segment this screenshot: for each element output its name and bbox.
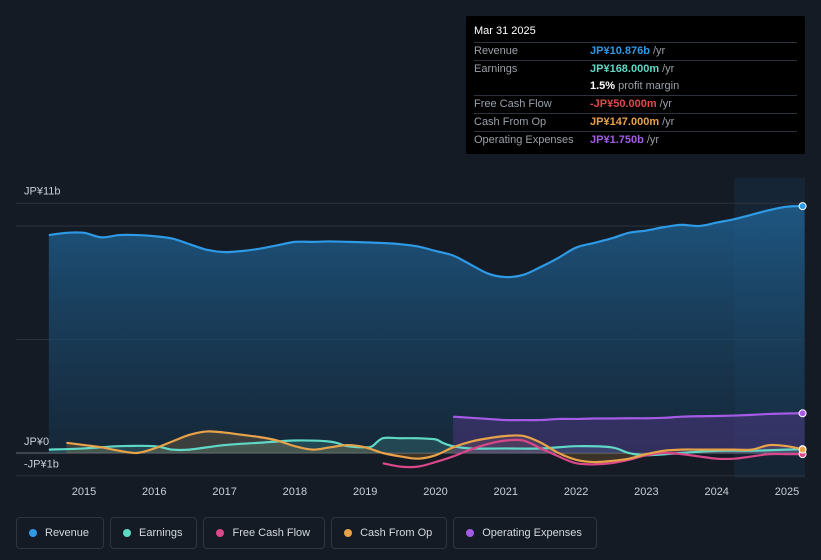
tooltip-row-revenue: Revenue JP¥10.876b /yr: [474, 43, 797, 61]
tooltip-label: [474, 78, 590, 95]
operating-expenses-line: [453, 412, 805, 422]
revenue-dot-icon: [29, 529, 37, 537]
legend-item-cash-from-op[interactable]: Cash From Op: [331, 517, 448, 549]
revenue-area: [48, 206, 805, 453]
x-tick-label: 2022: [564, 486, 588, 498]
legend-item-earnings[interactable]: Earnings: [110, 517, 198, 549]
series-lines: [48, 202, 807, 469]
y-tick-label: JP¥11b: [24, 185, 61, 197]
tooltip-unit: profit margin: [618, 80, 680, 92]
x-tick-label: 2017: [212, 486, 236, 498]
x-tick-label: 2025: [775, 486, 799, 498]
tooltip-unit: /yr: [659, 98, 672, 110]
legend-label: Revenue: [45, 527, 90, 539]
cash-from-op-line: [66, 430, 805, 464]
tooltip-label: Cash From Op: [474, 116, 547, 128]
tooltip-value: JP¥168.000m: [590, 63, 660, 75]
operating-expenses-dot-icon: [466, 529, 475, 537]
x-tick-label: 2016: [142, 486, 166, 498]
series-fills: [48, 206, 805, 463]
tooltip-row-free-cash-flow: Free Cash Flow -JP¥50.000m /yr: [474, 96, 797, 114]
free-cash-flow-line: [382, 438, 805, 469]
tooltip-value: JP¥147.000m: [590, 116, 660, 128]
cash-from-op-area: [66, 431, 805, 463]
operating-expenses-end-point: [798, 409, 807, 418]
x-tick-label: 2019: [353, 486, 377, 498]
tooltip-unit: /yr: [662, 63, 675, 75]
x-tick-label: 2018: [283, 486, 307, 498]
tooltip-unit: /yr: [646, 134, 660, 146]
tooltip-label: Free Cash Flow: [474, 98, 552, 110]
tooltip-date: Mar 31 2025: [474, 24, 797, 43]
legend-label: Cash From Op: [360, 527, 433, 539]
y-tick-label: JP¥0: [24, 436, 49, 448]
earnings-area: [48, 437, 805, 456]
x-tick-label: 2020: [423, 486, 447, 498]
y-tick-label: -JP¥1b: [24, 459, 59, 471]
tooltip-row-cash-from-op: Cash From Op JP¥147.000m /yr: [474, 114, 797, 132]
free-cash-flow-dot-icon: [216, 529, 225, 537]
chart-legend: Revenue Earnings Free Cash Flow Cash Fro…: [16, 517, 597, 549]
tooltip-value: 1.5%: [590, 80, 616, 92]
cash-from-op-end-point: [798, 445, 807, 454]
legend-item-free-cash-flow[interactable]: Free Cash Flow: [203, 517, 326, 549]
x-tick-label: 2021: [494, 486, 518, 498]
legend-label: Operating Expenses: [482, 527, 582, 539]
tooltip-label: Operating Expenses: [474, 134, 574, 146]
legend-item-operating-expenses[interactable]: Operating Expenses: [453, 517, 597, 549]
revenue-end-point: [798, 202, 807, 211]
tooltip-label: Revenue: [474, 45, 519, 57]
earnings-dot-icon: [123, 529, 132, 537]
axis-ticks: JP¥11b JP¥0 -JP¥1b 2015 2016 2017 2018 2019 2020…: [24, 185, 799, 498]
x-tick-label: 2024: [704, 486, 728, 498]
tooltip-row-operating-expenses: Operating Expenses JP¥1.750b /yr: [474, 132, 797, 149]
tooltip-value: JP¥1.750b: [590, 134, 644, 146]
tooltip-unit: /yr: [652, 45, 666, 57]
data-tooltip: Mar 31 2025 Revenue JP¥10.876b /yr Earni…: [466, 16, 805, 154]
tooltip-unit: /yr: [662, 116, 675, 128]
legend-label: Free Cash Flow: [232, 527, 311, 539]
x-tick-label: 2023: [634, 486, 658, 498]
tooltip-row-profit-margin: 1.5% profit margin: [474, 78, 797, 96]
legend-item-revenue[interactable]: Revenue: [16, 517, 105, 549]
tooltip-value: JP¥10.876b: [590, 45, 650, 57]
chart-area: JP¥11b JP¥0 -JP¥1b 2015 2016 2017 2018 2019 2020…: [16, 178, 807, 498]
tooltip-value: -JP¥50.000m: [590, 98, 657, 110]
legend-label: Earnings: [139, 527, 183, 539]
revenue-line: [48, 205, 805, 279]
cash-from-op-dot-icon: [344, 529, 353, 537]
tooltip-label: Earnings: [474, 63, 518, 75]
tooltip-row-earnings: Earnings JP¥168.000m /yr: [474, 61, 797, 78]
x-tick-label: 2015: [72, 486, 96, 498]
